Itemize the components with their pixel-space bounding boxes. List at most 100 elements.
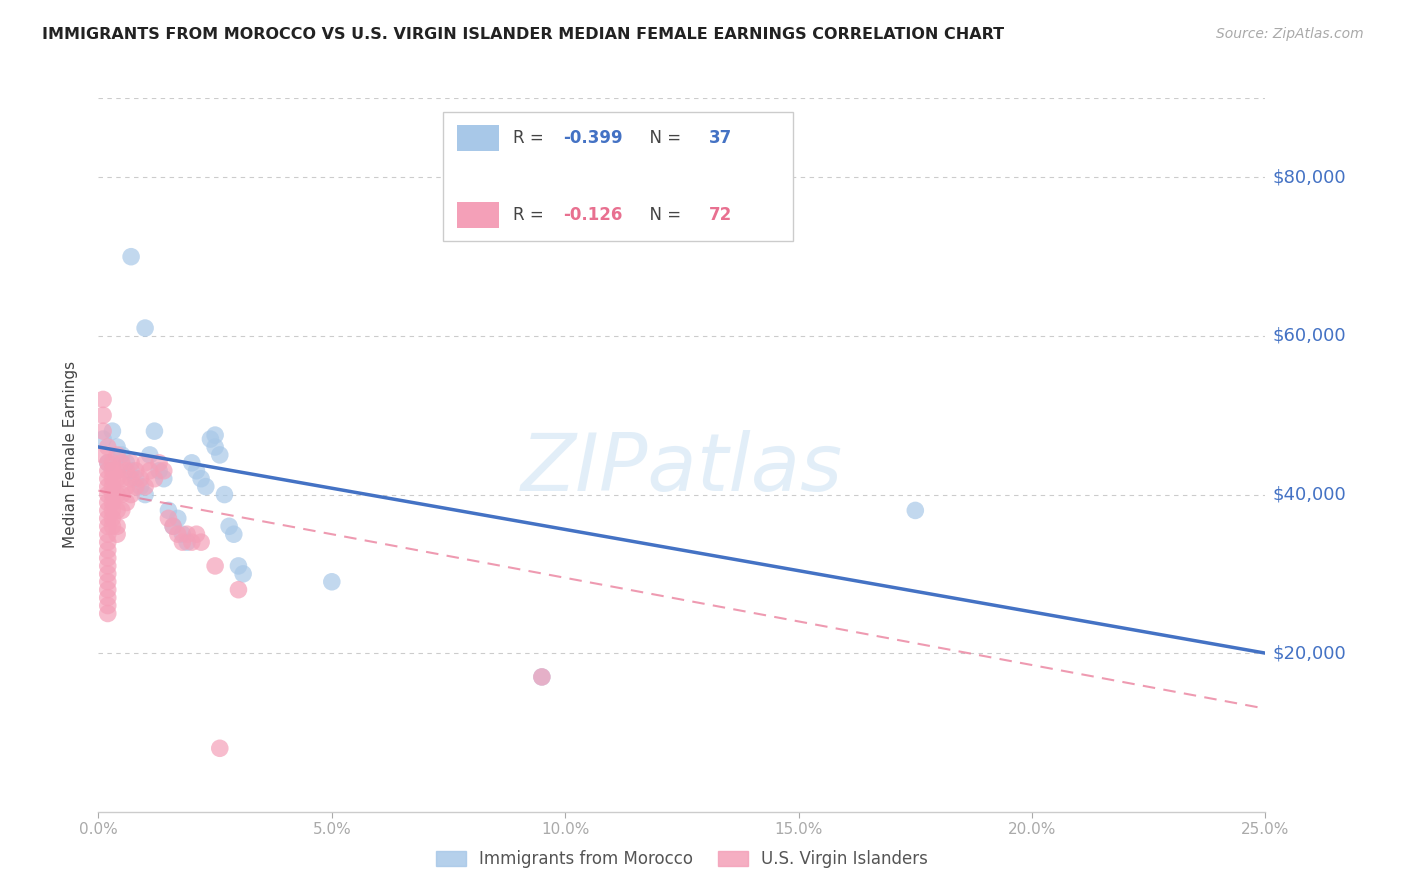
Text: -0.399: -0.399 <box>562 129 623 147</box>
Point <box>97 480 120 494</box>
Point <box>228 582 250 597</box>
Point <box>172 535 194 549</box>
Point <box>157 511 180 525</box>
Point <box>105 503 128 517</box>
Point <box>101 464 124 478</box>
Point <box>101 472 124 486</box>
Point <box>120 472 142 486</box>
Point <box>97 440 120 454</box>
Point <box>120 250 142 264</box>
Point <box>97 456 120 470</box>
Point <box>97 599 120 613</box>
Point <box>194 480 217 494</box>
Point <box>105 448 128 462</box>
Point <box>105 464 128 478</box>
Point <box>97 495 120 509</box>
Point <box>97 535 120 549</box>
Point <box>176 527 198 541</box>
Point <box>190 472 212 486</box>
Point <box>101 511 124 525</box>
Point <box>101 456 124 470</box>
Point <box>129 472 152 486</box>
Text: $40,000: $40,000 <box>1272 485 1346 504</box>
Point <box>222 527 245 541</box>
Point <box>97 566 120 581</box>
Point <box>152 472 174 486</box>
Text: Source: ZipAtlas.com: Source: ZipAtlas.com <box>1216 27 1364 41</box>
Point <box>97 558 120 573</box>
Point <box>120 487 142 501</box>
Point <box>180 535 202 549</box>
Point <box>134 487 156 501</box>
Text: -0.126: -0.126 <box>562 206 623 224</box>
Point <box>97 607 120 621</box>
Point <box>91 409 114 423</box>
Point <box>111 448 134 462</box>
Text: 72: 72 <box>709 206 733 224</box>
Point <box>97 472 120 486</box>
Point <box>208 448 231 462</box>
FancyBboxPatch shape <box>457 125 499 151</box>
Point <box>115 495 138 509</box>
Point <box>204 558 226 573</box>
Point <box>97 582 120 597</box>
FancyBboxPatch shape <box>457 202 499 228</box>
Point <box>97 487 120 501</box>
Point <box>143 472 166 486</box>
Point <box>172 527 194 541</box>
Text: $60,000: $60,000 <box>1272 327 1346 345</box>
Point <box>139 448 162 462</box>
Point <box>176 535 198 549</box>
Point <box>162 519 184 533</box>
Point <box>101 503 124 517</box>
Text: $80,000: $80,000 <box>1272 169 1346 186</box>
Point <box>148 464 170 478</box>
Point <box>125 472 148 486</box>
Point <box>204 428 226 442</box>
Point <box>530 670 553 684</box>
Point <box>111 472 134 486</box>
Point <box>186 527 208 541</box>
Point <box>134 321 156 335</box>
Point <box>105 440 128 454</box>
Point <box>97 527 120 541</box>
Point <box>105 472 128 486</box>
Point <box>134 480 156 494</box>
Point <box>101 480 124 494</box>
Point <box>125 464 148 478</box>
Point <box>115 464 138 478</box>
Point <box>97 511 120 525</box>
Point <box>143 424 166 438</box>
Text: R =: R = <box>513 206 548 224</box>
Point <box>105 519 128 533</box>
Point <box>190 535 212 549</box>
Point <box>111 456 134 470</box>
Point <box>97 464 120 478</box>
Point <box>111 503 134 517</box>
Text: $20,000: $20,000 <box>1272 644 1346 662</box>
Point <box>530 670 553 684</box>
Point <box>97 519 120 533</box>
Text: N =: N = <box>638 129 686 147</box>
Point <box>101 487 124 501</box>
Text: N =: N = <box>638 206 686 224</box>
Point <box>129 480 152 494</box>
Point <box>105 487 128 501</box>
Point <box>186 464 208 478</box>
Point <box>91 448 114 462</box>
Point <box>152 464 174 478</box>
Point <box>115 480 138 494</box>
Point <box>166 511 188 525</box>
Point <box>97 551 120 566</box>
Point <box>904 503 927 517</box>
Point <box>101 495 124 509</box>
Point <box>91 432 114 446</box>
Point <box>321 574 343 589</box>
Point <box>166 527 188 541</box>
Y-axis label: Median Female Earnings: Median Female Earnings <box>63 361 77 549</box>
Point <box>232 566 254 581</box>
Point <box>162 519 184 533</box>
Point <box>111 487 134 501</box>
Point <box>208 741 231 756</box>
Point <box>101 519 124 533</box>
